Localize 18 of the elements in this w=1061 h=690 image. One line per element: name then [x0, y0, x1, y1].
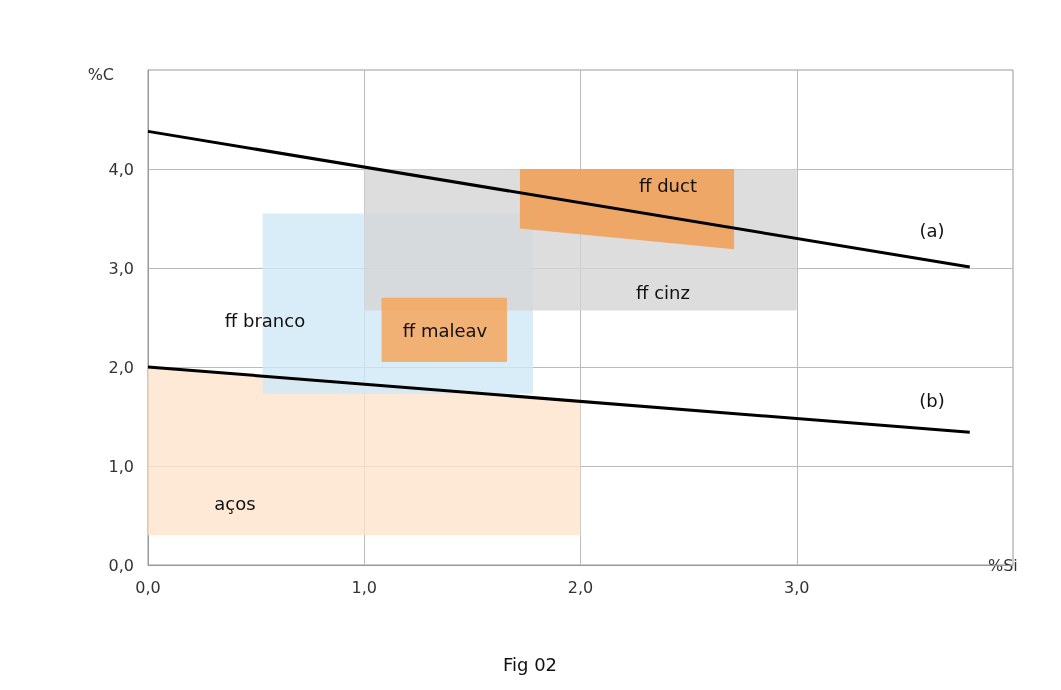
y-tick-label: 2,0: [108, 357, 134, 377]
y-tick-label: 0,0: [108, 555, 134, 575]
annotation: ff branco: [224, 309, 306, 331]
annotation: (b): [919, 389, 945, 411]
caption: Fig 02: [502, 653, 558, 675]
y-tick-label: 1,0: [108, 456, 134, 476]
x-tick-label: 3,0: [784, 577, 810, 597]
y-axis-title: %C: [87, 64, 114, 84]
y-tick-label: 4,0: [108, 159, 134, 179]
annotation: ff cinz: [636, 281, 690, 303]
annotation: ff maleav: [402, 319, 488, 341]
annotation: ff duct: [639, 174, 697, 196]
y-tick-label: 3,0: [108, 258, 134, 278]
annotation: (a): [919, 219, 945, 241]
x-tick-label: 2,0: [567, 577, 594, 597]
x-tick-label: 0,0: [135, 577, 161, 597]
x-tick-label: 1,0: [351, 577, 377, 597]
annotation: aços: [214, 492, 256, 514]
